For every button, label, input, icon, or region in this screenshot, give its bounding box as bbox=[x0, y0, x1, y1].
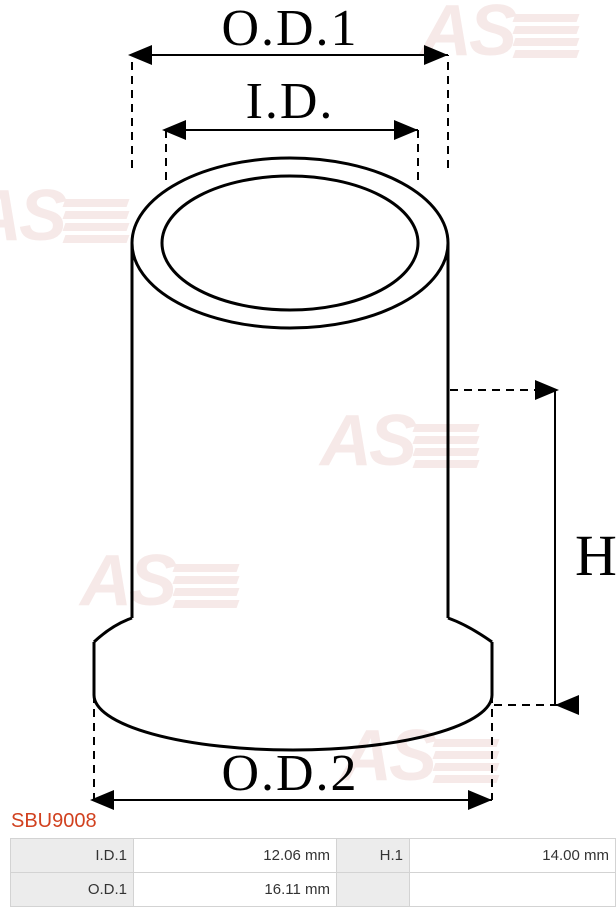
od2-label: O.D.2 bbox=[221, 745, 358, 802]
spec-label: O.D.1 bbox=[11, 873, 134, 907]
technical-diagram: AS AS AS AS AS bbox=[0, 0, 616, 812]
table-row: O.D.1 16.11 mm bbox=[11, 873, 616, 907]
flange-step-left bbox=[94, 618, 132, 642]
od1-label: O.D.1 bbox=[221, 0, 358, 57]
h-label: H. bbox=[575, 523, 616, 588]
spec-label: H.1 bbox=[337, 839, 410, 873]
id-label: I.D. bbox=[246, 73, 335, 130]
spec-label bbox=[337, 873, 410, 907]
bottom-arc bbox=[94, 695, 492, 750]
spec-value: 14.00 mm bbox=[410, 839, 616, 873]
spec-table: I.D.1 12.06 mm H.1 14.00 mm O.D.1 16.11 … bbox=[10, 838, 616, 907]
top-inner-ellipse bbox=[162, 176, 418, 310]
flange-step-right bbox=[448, 618, 492, 642]
page-container: AS AS AS AS AS bbox=[0, 0, 616, 907]
spec-value: 12.06 mm bbox=[134, 839, 337, 873]
bushing-drawing-svg: O.D.1 I.D. O.D.2 H. bbox=[0, 0, 616, 812]
spec-value bbox=[410, 873, 616, 907]
spec-value: 16.11 mm bbox=[134, 873, 337, 907]
top-outer-ellipse bbox=[132, 158, 448, 328]
table-row: I.D.1 12.06 mm H.1 14.00 mm bbox=[11, 839, 616, 873]
spec-label: I.D.1 bbox=[11, 839, 134, 873]
part-code: SBU9008 bbox=[11, 810, 97, 833]
